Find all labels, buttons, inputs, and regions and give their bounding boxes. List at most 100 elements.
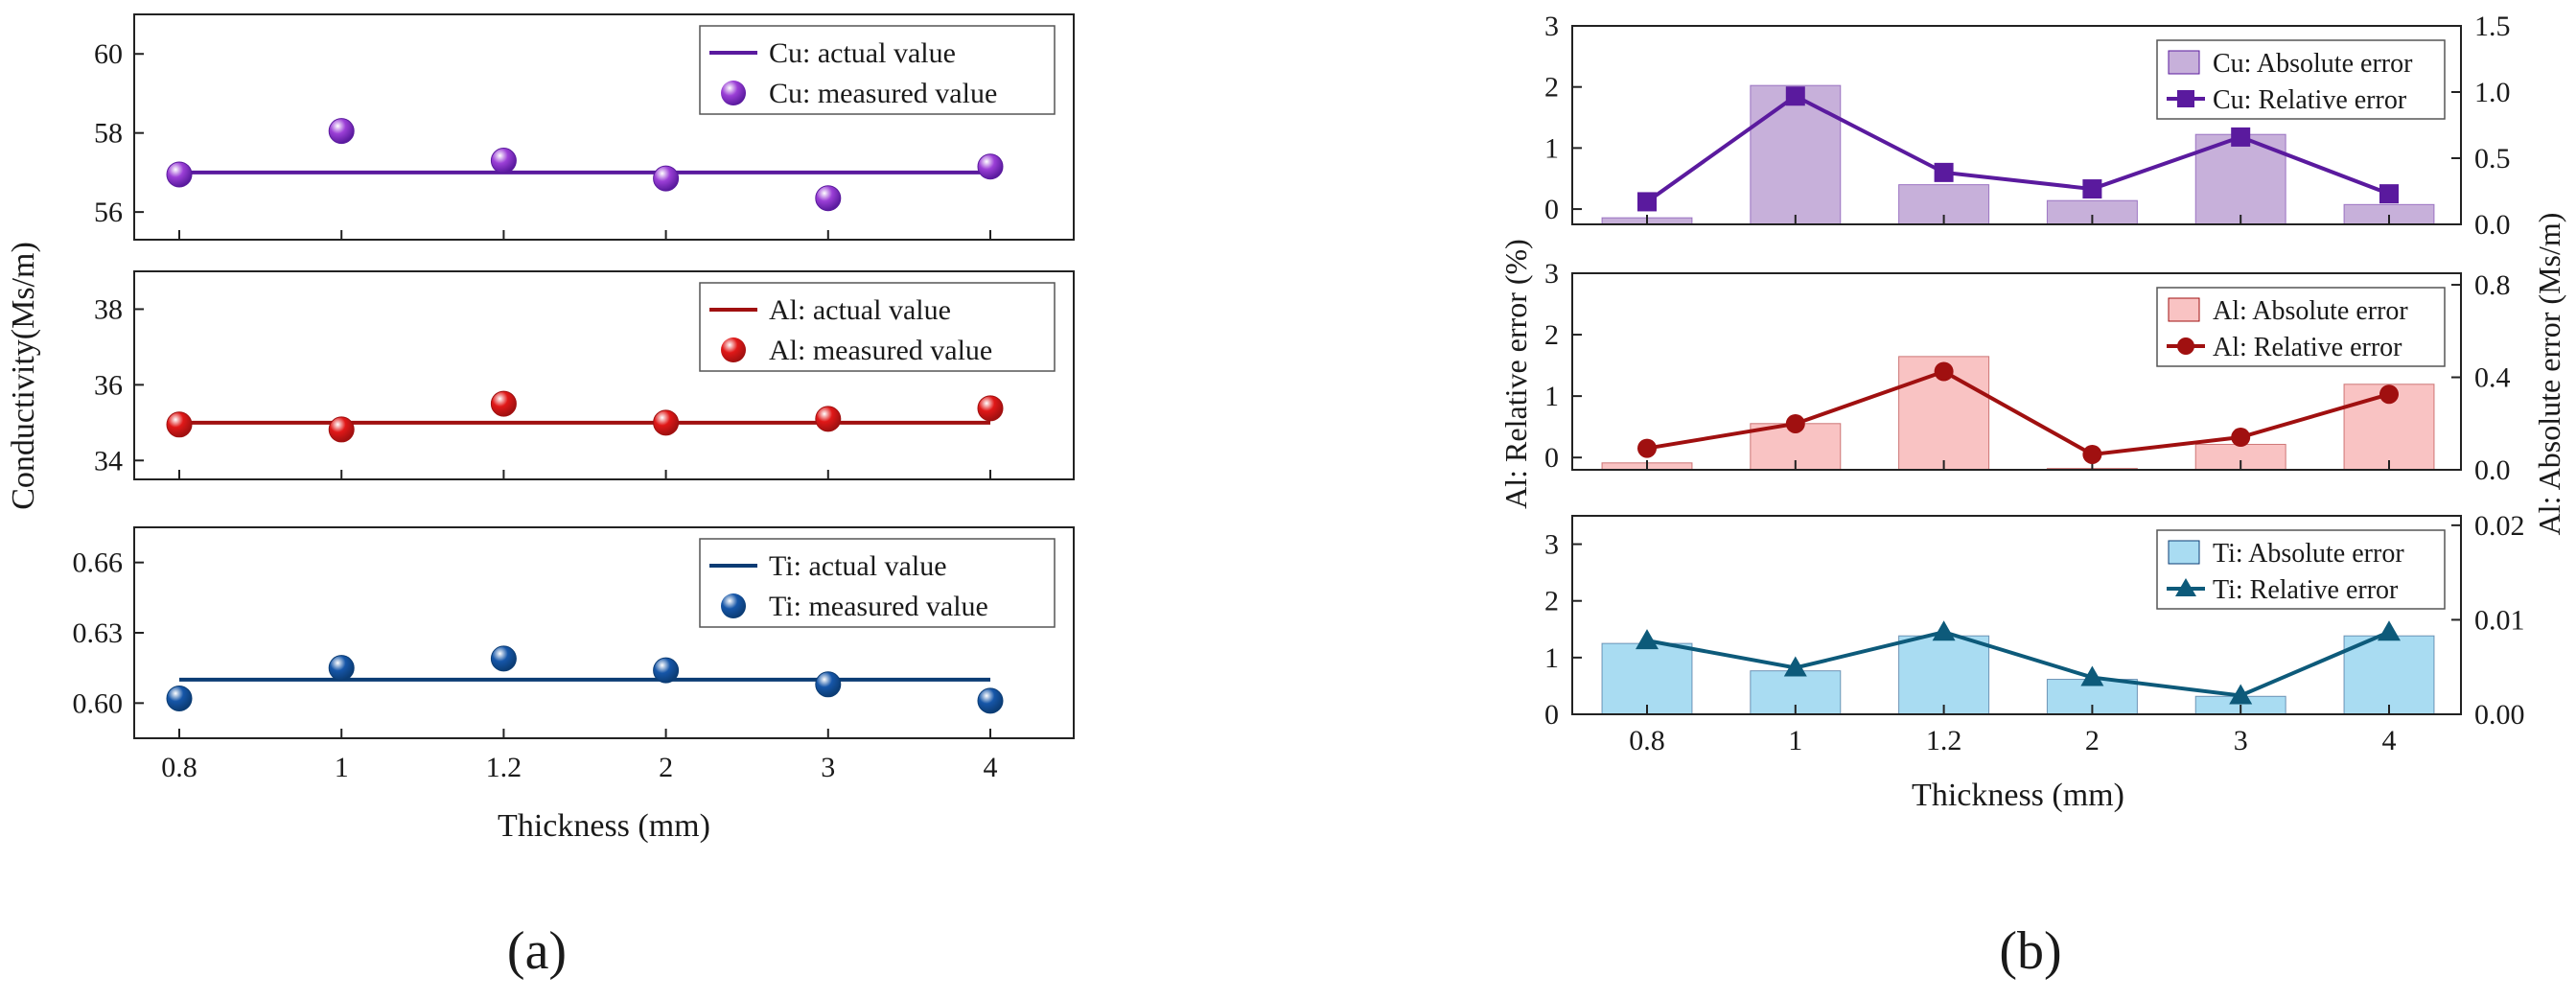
y-axis-label-left-b: Al: Relative error (%) [1498,239,1533,509]
x-axis-label-a: Thickness (mm) [498,808,710,844]
y-tick-label-right: 0.0 [2474,454,2511,486]
y-tick-label-right: 1.5 [2474,11,2511,42]
y-tick-label-right: 0.0 [2474,209,2511,241]
legend-label-rel-al: Al: Relative error [2213,333,2402,362]
rel-error-marker-ti [2229,684,2253,705]
legend-point-icon [721,593,746,618]
x-tick-label: 1.2 [486,752,522,783]
rel-error-marker-cu [1934,162,1954,182]
x-tick-label: 1 [335,752,349,783]
y-tick-label-right: 0.02 [2474,510,2525,542]
legend-box-b-ti [2156,529,2446,610]
abs-error-bar-cu [1750,84,1842,225]
legend-point-icon [721,81,746,105]
rel-error-line-al [1646,369,2390,457]
plot-frame-al [133,270,1075,480]
legend-label-abs-ti: Ti: Absolute error [2213,539,2404,569]
measured-point-cu [328,118,355,145]
y-tick-label-left: 1 [1544,642,1559,674]
rel-error-marker-al [1934,361,1954,382]
y-tick-label-left: 2 [1544,72,1559,104]
rel-error-marker-al [2082,444,2102,464]
measured-point-al [166,411,193,438]
measured-point-ti [977,687,1004,714]
measured-point-ti [653,657,680,684]
measured-point-al [977,395,1004,422]
legend-box-ti [699,538,1056,628]
measured-point-cu [815,185,842,212]
y-axis-label-right-b: Al: Absolute error (Ms/m) [2532,213,2566,536]
rel-error-line-cu [1645,93,2390,204]
plot-frame-b-ti [1571,515,2462,715]
rel-error-line-ti [1646,630,2390,698]
plot-frame-b-cu [1571,25,2462,225]
y-tick-label-right: 0.01 [2474,604,2525,636]
legend-box-b-al [2156,287,2446,367]
abs-error-bar-ti [1601,642,1693,715]
legend-point-icon [721,337,746,362]
y-tick-label: 0.60 [73,687,124,719]
legend-label-actual-al: Al: actual value [769,294,951,326]
measured-point-ti [328,655,355,682]
legend-label-abs-al: Al: Absolute error [2213,296,2408,326]
plot-frame-b-al [1571,272,2462,471]
legend-box-b-cu [2156,39,2446,120]
y-tick-label: 0.66 [73,547,124,579]
measured-point-cu [977,153,1004,180]
y-tick-label: 38 [94,293,123,325]
y-tick-label: 34 [94,445,123,477]
y-tick-label-left: 1 [1544,132,1559,164]
measured-point-al [653,409,680,436]
rel-error-marker-cu [1637,192,1657,212]
legend-label-actual-cu: Cu: actual value [769,37,956,69]
rel-error-marker-ti [1932,620,1956,641]
x-tick-label: 0.8 [1629,725,1665,756]
rel-error-marker-ti [2080,665,2104,686]
measured-point-cu [490,148,517,174]
legend-label-rel-ti: Ti: Relative error [2213,575,2399,605]
measured-point-ti [166,685,193,711]
legend-label-actual-ti: Ti: actual value [769,550,947,582]
rel-error-marker-al [1785,413,1805,433]
y-tick-label: 0.63 [73,617,124,649]
y-tick-label-left: 3 [1544,11,1559,42]
x-tick-label: 4 [984,752,998,783]
y-tick-label-right: 0.00 [2474,699,2525,731]
rel-error-marker-cu [2379,184,2399,204]
x-tick-label: 0.8 [161,752,197,783]
x-tick-label: 2 [2085,725,2100,756]
rel-error-marker-cu [2231,127,2251,147]
y-tick-label-left: 0 [1544,699,1559,731]
y-tick-label: 58 [94,118,123,150]
rel-error-marker-al [2379,384,2399,405]
legend-label-measured-cu: Cu: measured value [769,78,997,109]
legend-marker-icon [2177,337,2194,355]
y-tick-label-left: 0 [1544,442,1559,474]
legend-box-cu [699,25,1056,115]
x-tick-label: 3 [821,752,835,783]
legend-label-measured-al: Al: measured value [769,335,992,366]
measured-point-cu [653,165,680,192]
x-tick-label: 4 [2382,725,2397,756]
y-tick-label-left: 3 [1544,529,1559,561]
measured-point-al [490,390,517,417]
y-tick-label-left: 1 [1544,381,1559,412]
legend-marker-icon [2175,578,2196,596]
x-tick-label: 1.2 [1926,725,1962,756]
x-tick-label: 3 [2234,725,2248,756]
legend-bar-icon [2168,297,2200,322]
abs-error-bar-ti [1898,635,1990,715]
rel-error-marker-ti [1636,629,1659,650]
rel-error-marker-cu [1785,86,1805,106]
y-tick-label: 60 [94,38,123,70]
legend-bar-icon [2168,50,2200,75]
measured-point-ti [815,671,842,698]
measured-point-al [328,416,355,443]
rel-error-marker-al [1637,438,1657,458]
rel-error-marker-cu [2082,179,2102,199]
y-tick-label-right: 0.8 [2474,269,2511,301]
legend-label-abs-cu: Cu: Absolute error [2213,49,2413,79]
measured-point-cu [166,161,193,188]
y-tick-label-left: 2 [1544,586,1559,617]
measured-point-al [815,406,842,432]
